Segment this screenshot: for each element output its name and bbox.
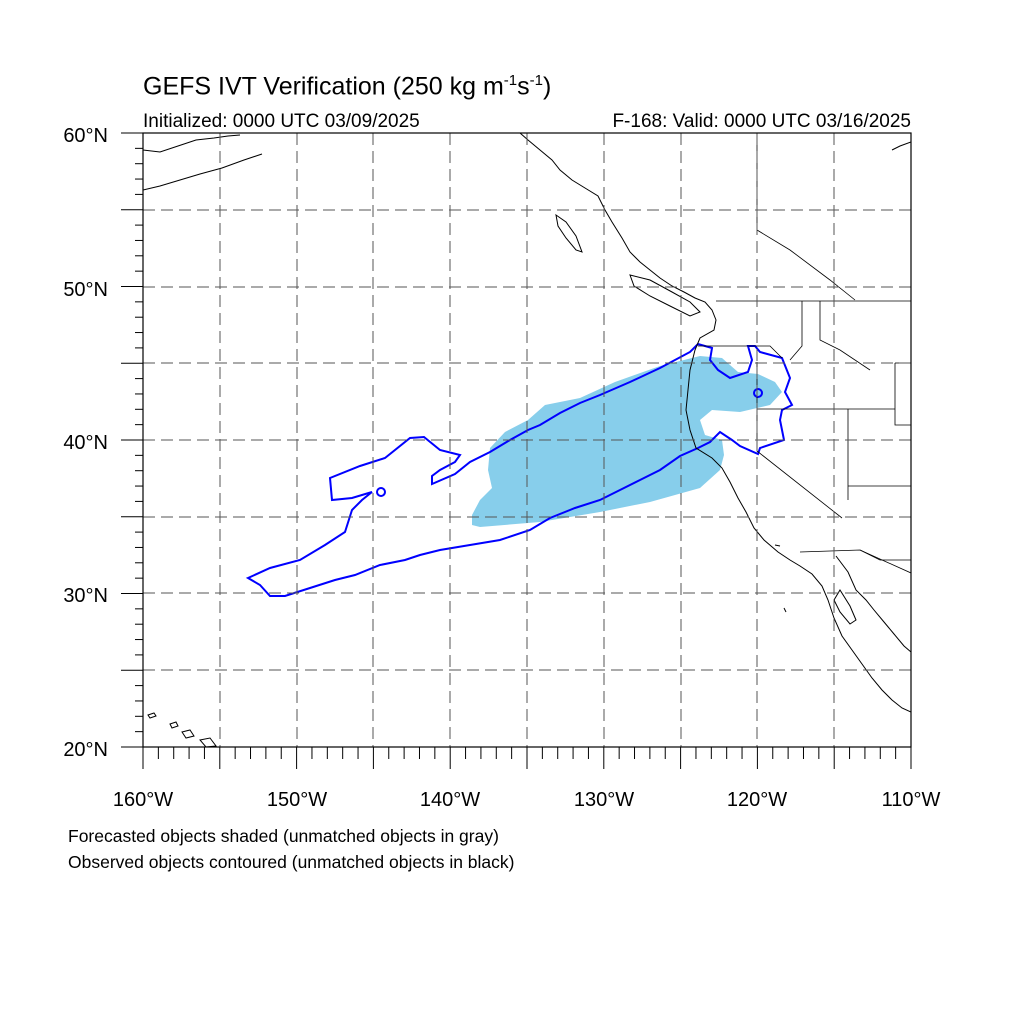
observed-object-small: [376, 487, 386, 497]
title-mid: s: [517, 72, 530, 101]
observed-object: [245, 342, 794, 597]
lat-label-60: 60°N: [63, 125, 108, 147]
observed-object-dot: [753, 388, 763, 398]
political-borders: [698, 133, 911, 574]
title-end: ): [542, 72, 552, 101]
lon-labels: 160°W 150°W 140°W 130°W 120°W 110°W: [113, 789, 941, 811]
lon-label-120w: 120°W: [727, 789, 787, 811]
axis-ticks: [121, 132, 912, 769]
lat-label-30: 30°N: [63, 585, 108, 607]
initialized-time: Initialized: 0000 UTC 03/09/2025: [143, 111, 420, 132]
legend-forecast: Forecasted objects shaded (unmatched obj…: [68, 826, 499, 846]
lon-label-110w: 110°W: [882, 789, 941, 811]
grid-lines: [143, 133, 911, 747]
lat-label-20: 20°N: [63, 739, 108, 761]
coastlines: [143, 133, 911, 747]
title-exp-2: -1: [529, 72, 543, 89]
valid-time: F-168: Valid: 0000 UTC 03/16/2025: [612, 111, 911, 132]
legend-observed: Observed objects contoured (unmatched ob…: [68, 852, 515, 872]
forecast-hole: [712, 422, 760, 442]
lon-label-140w: 140°W: [420, 789, 480, 811]
title-main: GEFS IVT Verification (250 kg m: [143, 72, 504, 101]
lon-label-150w: 150°W: [267, 789, 327, 811]
lat-label-50: 50°N: [63, 279, 108, 301]
lon-label-160w: 160°W: [113, 789, 173, 811]
lat-label-40: 40°N: [63, 432, 108, 454]
forecast-object: [472, 356, 782, 527]
lat-labels: 20°N 30°N 40°N 50°N 60°N: [63, 125, 108, 761]
lon-label-130w: 130°W: [574, 789, 634, 811]
chart-title: GEFS IVT Verification (250 kg m-1s-1): [143, 72, 551, 101]
title-exp-1: -1: [503, 72, 518, 89]
